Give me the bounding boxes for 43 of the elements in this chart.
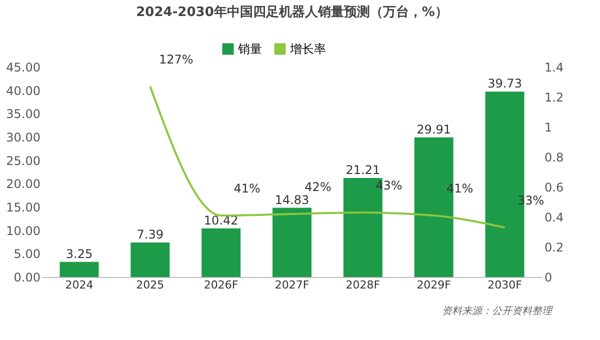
y2-tick-label: 0.2 bbox=[544, 240, 564, 254]
bar bbox=[60, 262, 99, 277]
x-tick-label: 2025 bbox=[136, 278, 164, 292]
y-tick-label: 35.00 bbox=[6, 107, 40, 122]
bar bbox=[130, 242, 170, 277]
bar bbox=[272, 208, 312, 277]
y-tick-label: 30.00 bbox=[6, 130, 40, 144]
data-label: 3.25 bbox=[66, 246, 93, 261]
y2-tick-label: 0.4 bbox=[544, 210, 564, 224]
legend-label: 增长率 bbox=[289, 42, 326, 56]
x-tick-label: 2030F bbox=[488, 278, 522, 292]
y-tick-label: 5.00 bbox=[14, 247, 40, 262]
bar bbox=[202, 228, 241, 277]
y2-tick-label: 0 bbox=[544, 270, 552, 284]
y-tick-label: 25.00 bbox=[6, 154, 40, 168]
y-tick-label: 0.00 bbox=[14, 270, 40, 284]
x-tick-label: 2029F bbox=[416, 278, 452, 292]
data-label: 14.83 bbox=[274, 192, 310, 207]
data-label: 29.91 bbox=[416, 122, 452, 136]
y2-tick-label: 0.8 bbox=[544, 150, 564, 164]
x-tick-label: 2027F bbox=[274, 278, 310, 292]
data-label: 42% bbox=[304, 180, 332, 194]
x-tick-label: 2024 bbox=[65, 278, 94, 292]
data-label: 41% bbox=[234, 182, 260, 196]
y2-tick-label: 0.6 bbox=[544, 180, 564, 194]
data-label: 127% bbox=[159, 52, 194, 66]
y-tick-label: 15.00 bbox=[6, 200, 40, 214]
data-label: 21.21 bbox=[346, 163, 380, 178]
x-tick-label: 2028F bbox=[346, 278, 380, 292]
y-tick-label: 45.00 bbox=[6, 60, 40, 74]
x-tick-label: 2026F bbox=[204, 278, 238, 292]
chart-title: 2024-2030年中国四足机器人销量预测（万台，%） bbox=[136, 4, 448, 20]
data-label: 10.42 bbox=[204, 213, 238, 228]
text: 资料来源：公开资料整理 bbox=[442, 305, 553, 317]
y-tick-label: 40.00 bbox=[6, 84, 40, 98]
legend-label: 销量 bbox=[237, 42, 262, 56]
y2-tick-label: 1 bbox=[544, 120, 552, 134]
y-tick-label: 10.00 bbox=[6, 224, 40, 238]
data-label: 7.39 bbox=[136, 228, 164, 242]
y2-tick-label: 1.2 bbox=[544, 90, 564, 104]
y2-tick-label: 1.4 bbox=[544, 60, 564, 74]
y-tick-label: 20.00 bbox=[6, 177, 40, 192]
data-label: 39.73 bbox=[488, 76, 522, 91]
